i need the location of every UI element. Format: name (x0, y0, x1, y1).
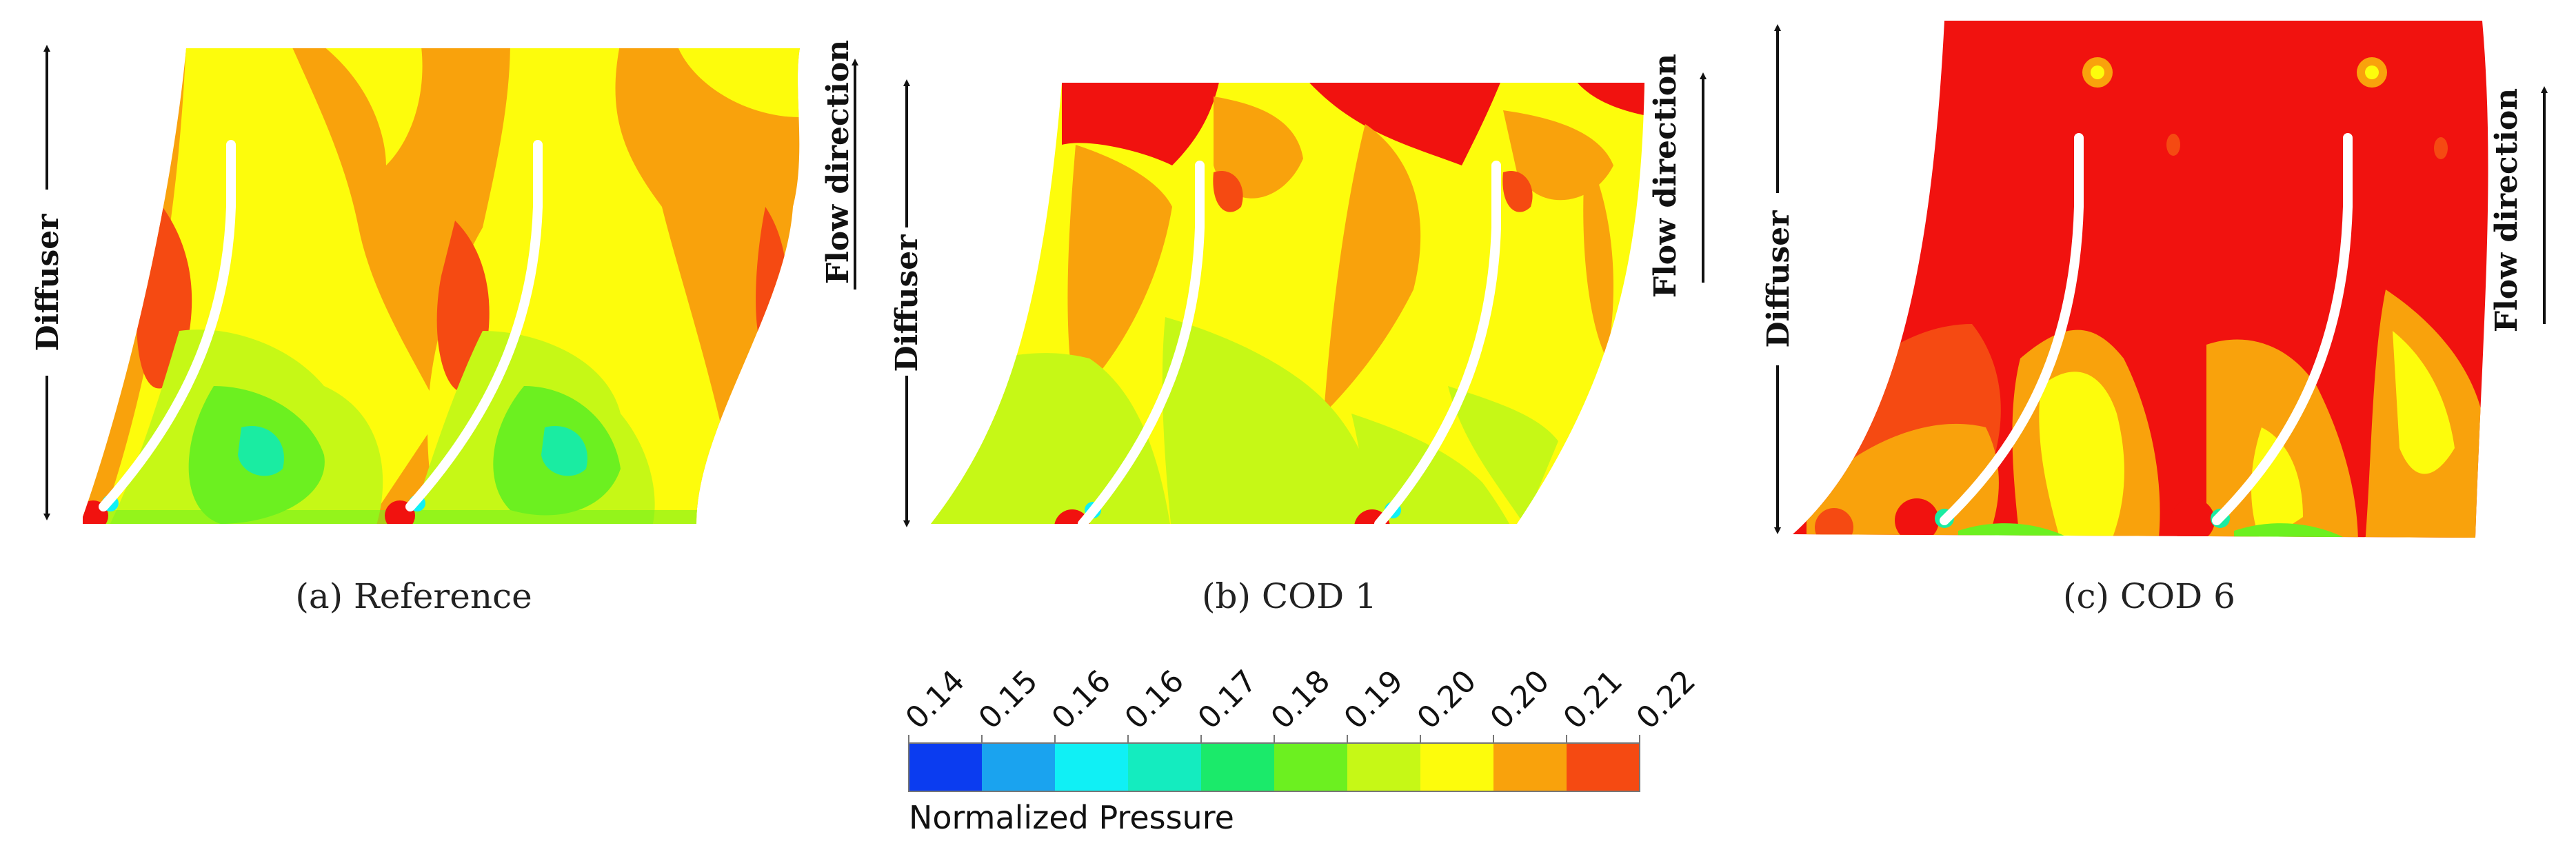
panel-a-contour (83, 48, 800, 524)
colorbar-tick-label: 0.18 (1265, 663, 1337, 736)
colorbar-swatch (982, 743, 1056, 791)
blade (405, 140, 543, 511)
panel-c-caption: (c) COD 6 (2063, 576, 2235, 616)
colorbar-tick-label: 0.20 (1484, 663, 1556, 736)
colorbar-swatch (1347, 743, 1421, 791)
colorbar-tick-label: 0.21 (1557, 663, 1629, 736)
panel-c-flow-label: Flow direction (2489, 88, 2524, 332)
panel-b-diffuser-label: Diffuser (889, 234, 925, 372)
colorbar-tick-label: 0.15 (972, 663, 1045, 736)
colorbar-tick-label: 0.16 (1118, 663, 1191, 736)
panel-b-diffuser-arrow: Diffuser (889, 79, 925, 527)
panel-b-flow-arrow: Flow direction (1648, 54, 1707, 298)
colorbar-tick-label: 0.14 (899, 663, 972, 736)
blade (1940, 133, 2084, 525)
panel-a-diffuser-label: Diffuser (30, 214, 66, 352)
panel-a-diffuser-arrow: Diffuser (30, 45, 66, 520)
panel-c-diffuser-label: Diffuser (1761, 210, 1796, 348)
colorbar-swatch (1493, 743, 1567, 791)
panel-c-contour (1793, 21, 2488, 538)
blade (99, 140, 236, 511)
panel-c-diffuser-arrow: Diffuser (1761, 24, 1796, 534)
blade (1374, 161, 1501, 524)
colorbar-swatch (1567, 743, 1640, 791)
colorbar-swatch (1128, 743, 1202, 791)
panel-a-caption: (a) Reference (295, 576, 532, 616)
panel-c-flow-arrow: Flow direction (2489, 86, 2548, 332)
colorbar-tick-label: 0.20 (1411, 663, 1483, 736)
panel-b-contour (931, 83, 1644, 524)
colorbar-tick-label: 0.16 (1045, 663, 1118, 736)
panel-b-caption: (b) COD 1 (1202, 576, 1377, 616)
panel-a-flow-arrow: Flow direction (821, 40, 856, 284)
colorbar-tick-label: 0.19 (1338, 663, 1410, 736)
colorbar-title: Normalized Pressure (909, 799, 1234, 836)
colorbar-tick-label: 0.22 (1630, 663, 1702, 736)
blade (1078, 161, 1205, 524)
colorbar-swatch (1055, 743, 1129, 791)
colorbar: 0.14 0.15 0.16 0.16 0.17 0.18 0.19 0.20 0.20 0.21… (899, 663, 1702, 792)
panel-b-flow-label: Flow direction (1648, 54, 1683, 298)
colorbar-tick-label: 0.17 (1191, 663, 1264, 736)
panel-a-flow-label: Flow direction (821, 40, 856, 284)
colorbar-swatch (1420, 743, 1494, 791)
colorbar-swatch (1201, 743, 1275, 791)
blade (2212, 133, 2353, 525)
colorbar-swatch (909, 743, 983, 791)
colorbar-swatch (1274, 743, 1348, 791)
